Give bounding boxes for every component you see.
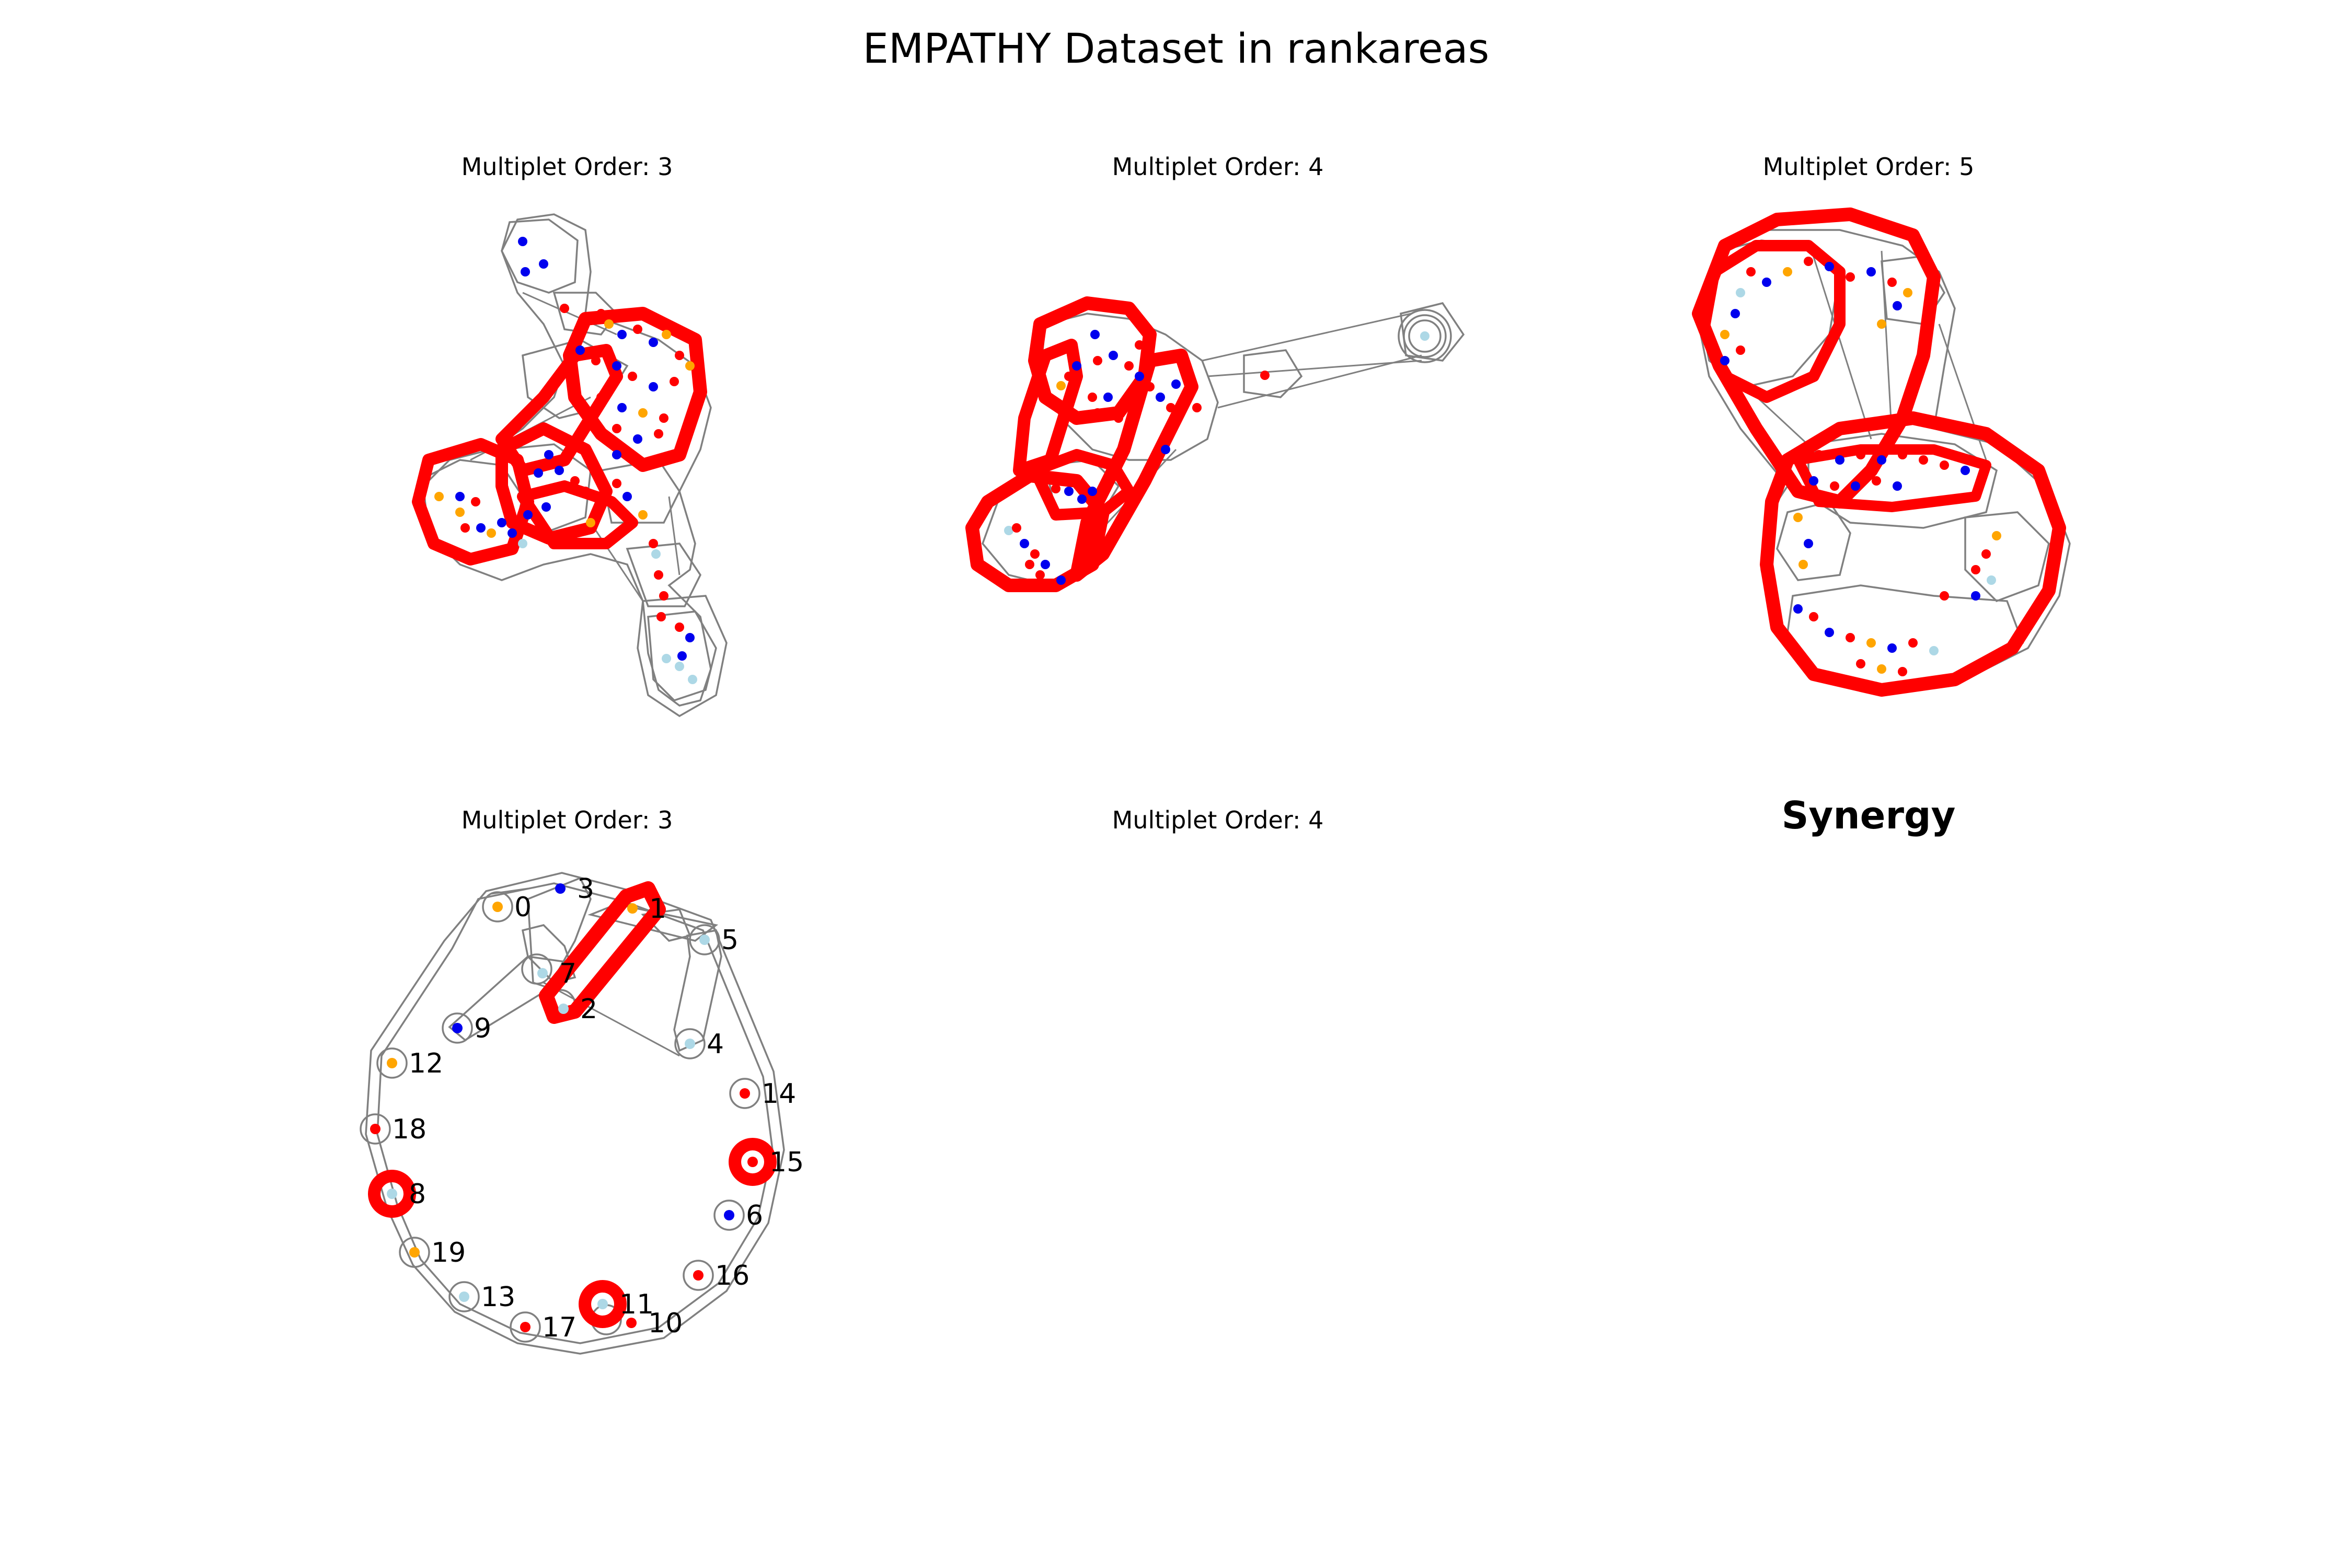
network-node-14 (740, 1088, 750, 1099)
network-node-10 (626, 1318, 637, 1328)
network-node-label-8: 8 (409, 1179, 426, 1210)
network-node-label-11: 11 (619, 1289, 654, 1320)
network-node-label-4: 4 (707, 1029, 724, 1060)
network-node-label-16: 16 (715, 1260, 750, 1292)
network-node-0 (492, 902, 503, 912)
panel-order5-top-graph (1692, 207, 2071, 697)
network-node-label-17: 17 (542, 1312, 577, 1343)
network-node-5 (699, 935, 710, 945)
network-node-label-3: 3 (577, 873, 594, 905)
network-node-11 (597, 1299, 608, 1309)
network-node-label-10: 10 (648, 1308, 683, 1339)
network-node-19 (409, 1247, 420, 1258)
network-node-label-2: 2 (580, 994, 597, 1025)
panel-title-synergy: Synergy (1782, 793, 1956, 837)
network-node-label-5: 5 (721, 925, 739, 956)
panel-title-order3-top: Multiplet Order: 3 (462, 153, 673, 181)
panel-title-order4-top: Multiplet Order: 4 (1112, 153, 1324, 181)
network-node-17 (520, 1322, 531, 1332)
panel-order4-top-nodes (1004, 330, 1429, 585)
network-node-12 (387, 1058, 397, 1068)
network-node-8 (387, 1189, 397, 1199)
network-node-label-1: 1 (649, 893, 666, 925)
network-node-label-18: 18 (392, 1114, 426, 1145)
network-node-label-6: 6 (746, 1200, 763, 1231)
network-node-label-19: 19 (431, 1237, 466, 1269)
panel-title-order5-top: Multiplet Order: 5 (1763, 153, 1975, 181)
network-node-18 (370, 1124, 381, 1134)
panel-order5-top-nodes (1720, 257, 2001, 676)
panel-title-order3-bottom: Multiplet Order: 3 (462, 806, 673, 834)
figure-title: EMPATHY Dataset in rankareas (863, 26, 1490, 73)
network-node-16 (693, 1270, 704, 1281)
network-node-9 (452, 1023, 463, 1033)
network-node-label-7: 7 (559, 958, 577, 989)
network-node-label-9: 9 (474, 1013, 491, 1044)
network-node-label-13: 13 (481, 1282, 515, 1313)
network-node-13 (459, 1292, 469, 1302)
panel-order3-top-graph (412, 213, 728, 718)
network-node-2 (558, 1004, 569, 1014)
network-node-6 (724, 1210, 734, 1220)
panel-order3-bottom-graph (360, 872, 785, 1355)
network-node-3 (555, 883, 566, 894)
network-node-label-14: 14 (762, 1078, 796, 1110)
panel-order4-top-graph (965, 296, 1465, 592)
panel-order3-top-nodes (434, 237, 697, 684)
network-node-label-12: 12 (409, 1048, 443, 1079)
panel-title-order4-bottom: Multiplet Order: 4 (1112, 806, 1324, 834)
network-node-1 (627, 903, 638, 914)
network-node-label-15: 15 (769, 1147, 804, 1178)
network-node-4 (685, 1039, 695, 1049)
network-node-15 (747, 1157, 758, 1167)
network-node-label-0: 0 (514, 892, 532, 923)
network-node-7 (537, 968, 548, 978)
